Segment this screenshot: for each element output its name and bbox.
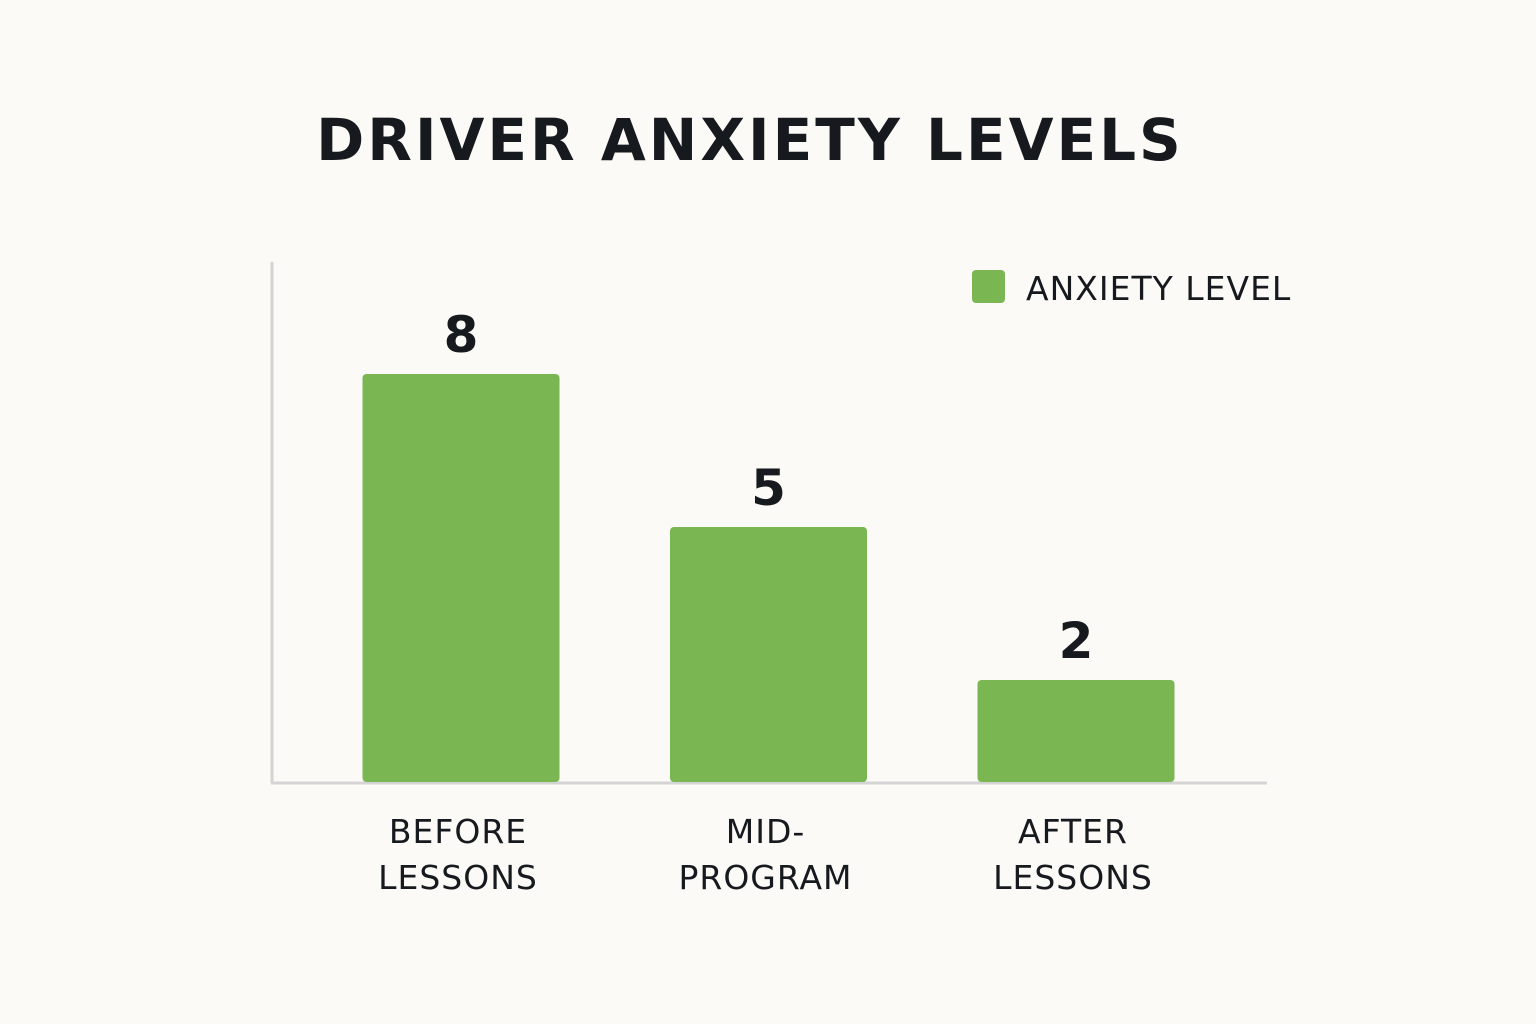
bar-1 — [362, 374, 560, 782]
legend-label: ANXIETY LEVEL — [1026, 269, 1291, 308]
data-label-3: 2 — [1059, 612, 1094, 670]
x-tick-labels-group: BEFORE LESSONS MID-PROGRAM AFTER LESSONS — [378, 812, 1153, 897]
x-tick-label-1: BEFORE LESSONS — [378, 812, 538, 897]
x-tick-label-3: AFTER LESSONS — [993, 812, 1153, 897]
bar-3 — [977, 680, 1175, 782]
value-labels-group: 8 5 2 — [444, 306, 1094, 670]
bar-2 — [670, 527, 867, 782]
legend: ANXIETY LEVEL — [972, 269, 1291, 308]
legend-swatch — [972, 270, 1005, 303]
data-label-2: 5 — [751, 459, 786, 517]
chart-title: DRIVER ANXIETY LEVELS — [316, 106, 1184, 174]
x-tick-label-2: MID-PROGRAM — [678, 812, 852, 897]
bars-group — [362, 374, 1175, 782]
data-label-1: 8 — [444, 306, 479, 364]
